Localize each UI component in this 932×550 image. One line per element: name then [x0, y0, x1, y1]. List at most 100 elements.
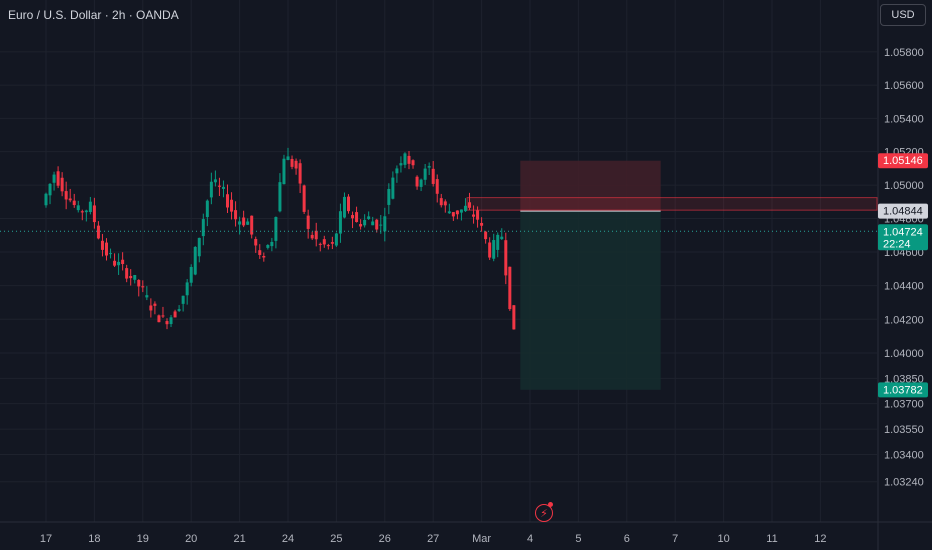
x-tick-label: 24 [282, 533, 294, 545]
candle-body [355, 212, 359, 223]
candle-body [169, 317, 173, 325]
candle-body [64, 191, 68, 200]
x-tick-label: 10 [717, 533, 729, 545]
candle-body [387, 188, 391, 205]
x-tick-label: 6 [624, 533, 630, 545]
candle-body [117, 261, 121, 266]
candle-body [250, 215, 254, 235]
candle-body [96, 225, 100, 239]
candle-body [234, 210, 238, 220]
candle-body [468, 202, 471, 208]
x-tick-label: 21 [233, 533, 245, 545]
candle-body [512, 305, 516, 330]
candle-body [270, 241, 274, 247]
candle-body [399, 163, 403, 166]
alert-dot [548, 502, 553, 507]
candle-body [411, 160, 415, 166]
x-tick-label: 19 [137, 533, 149, 545]
price-badge-last-value: 1.04724 [883, 226, 923, 238]
candle-body [125, 268, 129, 279]
candle-body [221, 186, 225, 189]
candle-body [298, 163, 302, 184]
candle-body [431, 168, 435, 184]
candle-body [484, 231, 488, 240]
candle-body [306, 215, 310, 229]
y-tick-label: 1.05600 [884, 80, 924, 92]
candle-body [193, 246, 197, 275]
candle-body [359, 224, 363, 227]
candle-body [375, 219, 379, 230]
candle-body [419, 179, 423, 187]
candle-body [157, 315, 161, 323]
candle-body [109, 253, 113, 255]
candle-body [415, 176, 419, 187]
candle-body [258, 250, 262, 255]
candle-body [76, 205, 80, 211]
candle-body [149, 305, 153, 311]
candle-body [226, 194, 229, 208]
candle-body [68, 198, 72, 201]
x-tick-label: 12 [814, 533, 826, 545]
x-tick-label: 27 [427, 533, 439, 545]
currency-button[interactable]: USD [880, 4, 926, 26]
candle-body [217, 185, 221, 187]
y-tick-label: 1.04200 [884, 314, 924, 326]
candle-body [290, 158, 294, 167]
candle-body [435, 179, 439, 194]
y-tick-label: 1.03550 [884, 424, 924, 436]
candle-body [145, 295, 149, 298]
candle-body [439, 198, 443, 206]
candle-body [213, 179, 217, 183]
candle-body [113, 260, 117, 266]
candle-body [488, 242, 492, 258]
candle-body [60, 177, 64, 192]
candle-body [105, 242, 108, 256]
candle-body [351, 215, 355, 219]
candle-body [266, 244, 270, 248]
candle-body [451, 212, 455, 217]
candle-body [286, 156, 290, 160]
candle-body [443, 201, 447, 206]
candle-body [153, 303, 157, 306]
candle-body [383, 216, 387, 232]
candle-body [197, 237, 201, 257]
stop-loss-zone[interactable] [520, 160, 661, 212]
y-tick-label: 1.04000 [884, 348, 924, 360]
candle-body [72, 200, 76, 206]
price-badge-target [878, 382, 928, 398]
x-tick-label: 5 [575, 533, 581, 545]
take-profit-zone[interactable] [520, 211, 661, 390]
x-tick-label: 20 [185, 533, 197, 545]
candle-body [189, 266, 193, 283]
candle-body [84, 210, 88, 213]
resistance-zone[interactable] [466, 197, 878, 211]
y-tick-label: 1.04400 [884, 281, 924, 293]
candle-body [100, 240, 104, 250]
x-tick-label: 7 [672, 533, 678, 545]
candle-body [177, 309, 181, 311]
candle-body [391, 177, 395, 199]
price-badge-stop-value: 1.05146 [883, 155, 923, 167]
candle-body [500, 236, 504, 240]
candle-body [246, 221, 250, 225]
candle-body [476, 210, 480, 220]
candle-body [459, 209, 463, 213]
candle-body [338, 211, 342, 234]
candle-body [141, 286, 145, 288]
price-badge-countdown: 22:24 [883, 238, 911, 250]
candle-body [161, 315, 165, 317]
candle-body [201, 219, 205, 237]
price-badge-entry [878, 203, 928, 219]
candle-body [334, 233, 338, 246]
price-badge-last [878, 224, 928, 251]
candle-body [262, 256, 266, 258]
candle-body [121, 259, 125, 264]
candle-body [44, 193, 48, 206]
candle-body [173, 311, 177, 318]
candle-body [230, 199, 234, 212]
lightning-icon[interactable]: ⚡ [535, 504, 553, 522]
candle-body [242, 217, 246, 226]
candle-body [129, 276, 133, 279]
